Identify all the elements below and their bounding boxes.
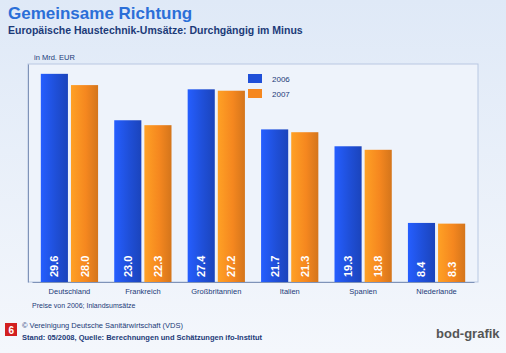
legend-label: 2007	[272, 90, 290, 99]
data-label: 28.0	[79, 256, 91, 277]
bar	[438, 224, 465, 282]
x-tick-label: Deutschland	[49, 287, 91, 296]
brand: bod-grafik	[436, 326, 500, 341]
bar	[114, 120, 141, 282]
x-tick: Frankreich	[125, 282, 160, 296]
subtitle: Europäische Haustechnik-Umsätze: Durchgä…	[8, 24, 303, 36]
data-label: 27.2	[225, 256, 237, 277]
data-label: 21.7	[269, 256, 281, 277]
bar	[365, 150, 392, 282]
bar	[334, 146, 361, 282]
page-number: 6	[9, 325, 15, 336]
title: Gemeinsame Richtung	[8, 4, 192, 23]
x-tick-label: Spanien	[349, 287, 377, 296]
bar	[218, 91, 245, 282]
legend: 2006 2007	[248, 74, 290, 99]
y-axis-line	[28, 65, 29, 283]
data-label: 23.0	[122, 256, 134, 277]
bar	[188, 89, 215, 282]
bar	[71, 85, 98, 282]
legend-label: 2006	[272, 75, 290, 84]
legend-swatch	[248, 74, 262, 83]
x-tick-label: Italien	[280, 287, 300, 296]
bar	[261, 129, 288, 282]
bars	[41, 74, 465, 282]
bar	[408, 223, 435, 282]
data-label: 8.4	[415, 261, 427, 277]
data-label: 21.3	[299, 256, 311, 277]
page-number-box	[5, 323, 17, 336]
data-label: 22.3	[152, 256, 164, 277]
x-tick-label: Frankreich	[125, 287, 160, 296]
bar	[291, 132, 318, 282]
x-tick-label: Niederlande	[416, 287, 456, 296]
x-axis-line	[33, 282, 475, 283]
data-label: 29.6	[48, 256, 60, 277]
x-tick: Großbritannien	[191, 282, 241, 296]
data-label: 18.8	[372, 256, 384, 277]
data-label: 27.4	[195, 255, 207, 277]
plot-frame	[28, 64, 478, 282]
background	[0, 0, 506, 353]
data-label: 19.3	[342, 256, 354, 277]
x-axis: Deutschland Frankreich Großbritannien Itali…	[33, 282, 475, 296]
y-axis	[28, 65, 29, 283]
x-tick: Deutschland	[49, 282, 91, 296]
data-labels: 29.6 23.0 27.4 21.7 19.3 8.4 28.0 22.3 27.2 21.3 1…	[48, 255, 457, 277]
copyright: © Vereinigung Deutsche Sanitärwirtschaft…	[22, 321, 184, 330]
bar	[144, 125, 171, 282]
x-tick-label: Großbritannien	[191, 287, 241, 296]
data-label: 8.3	[446, 262, 458, 277]
chart-canvas: Gemeinsame RichtungEuropäische Haustechn…	[0, 0, 506, 353]
legend-swatch	[248, 89, 262, 98]
note: Preise von 2006; Inlandsumsätze	[32, 302, 136, 309]
source: Stand: 05/2008, Quelle: Berechnungen und…	[22, 333, 263, 342]
x-tick: Niederlande	[416, 282, 456, 296]
bar	[41, 74, 68, 282]
y-axis-title: in Mrd. EUR	[34, 53, 75, 62]
x-tick: Spanien	[349, 282, 377, 296]
x-tick: Italien	[280, 282, 300, 296]
